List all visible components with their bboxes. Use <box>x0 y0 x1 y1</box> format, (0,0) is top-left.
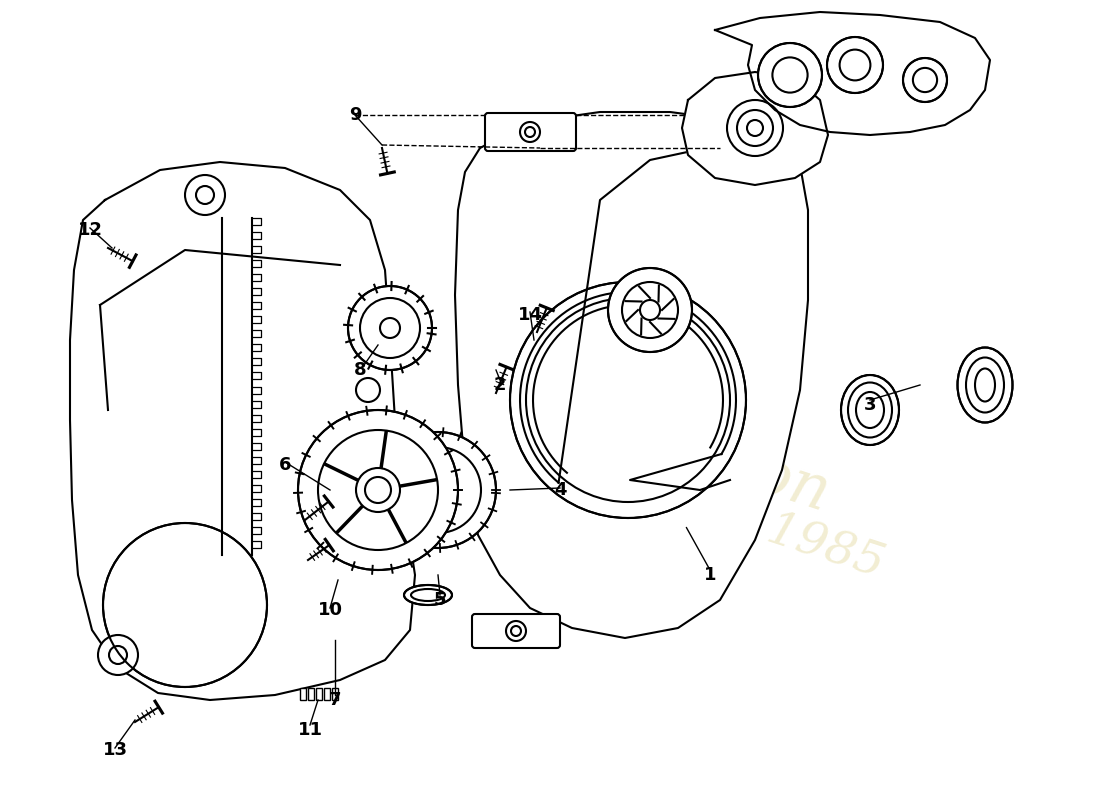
Ellipse shape <box>957 347 1012 422</box>
Text: since 1985: since 1985 <box>629 463 891 586</box>
Circle shape <box>903 58 947 102</box>
Circle shape <box>506 621 526 641</box>
Circle shape <box>379 318 400 338</box>
Bar <box>316 688 322 700</box>
Text: 5: 5 <box>433 591 447 609</box>
Circle shape <box>758 43 822 107</box>
Circle shape <box>510 282 746 518</box>
Text: 13: 13 <box>102 741 128 759</box>
FancyBboxPatch shape <box>472 614 560 648</box>
Text: 3: 3 <box>864 396 877 414</box>
Text: 2: 2 <box>494 376 506 394</box>
Bar <box>324 688 330 700</box>
Circle shape <box>196 186 214 204</box>
Ellipse shape <box>842 375 899 445</box>
Polygon shape <box>715 12 990 135</box>
Circle shape <box>827 37 883 93</box>
Text: 11: 11 <box>297 721 322 739</box>
Text: 6: 6 <box>278 456 292 474</box>
Text: 1: 1 <box>704 566 716 584</box>
Bar <box>300 688 306 700</box>
Circle shape <box>356 378 380 402</box>
Circle shape <box>185 175 226 215</box>
Circle shape <box>727 100 783 156</box>
Text: 14: 14 <box>517 306 542 324</box>
Circle shape <box>348 286 432 370</box>
Bar <box>332 688 338 700</box>
Circle shape <box>608 268 692 352</box>
Circle shape <box>298 410 458 570</box>
Bar <box>308 688 314 700</box>
Ellipse shape <box>404 585 452 605</box>
Circle shape <box>356 468 400 512</box>
Polygon shape <box>70 162 415 700</box>
FancyBboxPatch shape <box>485 113 576 151</box>
Circle shape <box>109 646 126 664</box>
Text: eu: eu <box>505 313 695 447</box>
Text: 4: 4 <box>553 481 566 499</box>
Text: 9: 9 <box>349 106 361 124</box>
Circle shape <box>103 523 267 687</box>
Polygon shape <box>455 112 808 638</box>
Text: 8: 8 <box>354 361 366 379</box>
Text: 12: 12 <box>77 221 102 239</box>
Circle shape <box>98 635 138 675</box>
Circle shape <box>640 300 660 320</box>
Polygon shape <box>682 72 828 185</box>
Circle shape <box>520 122 540 142</box>
Text: 7: 7 <box>329 691 341 709</box>
Circle shape <box>379 432 496 548</box>
Text: a passion: a passion <box>543 377 837 523</box>
Text: 10: 10 <box>318 601 342 619</box>
